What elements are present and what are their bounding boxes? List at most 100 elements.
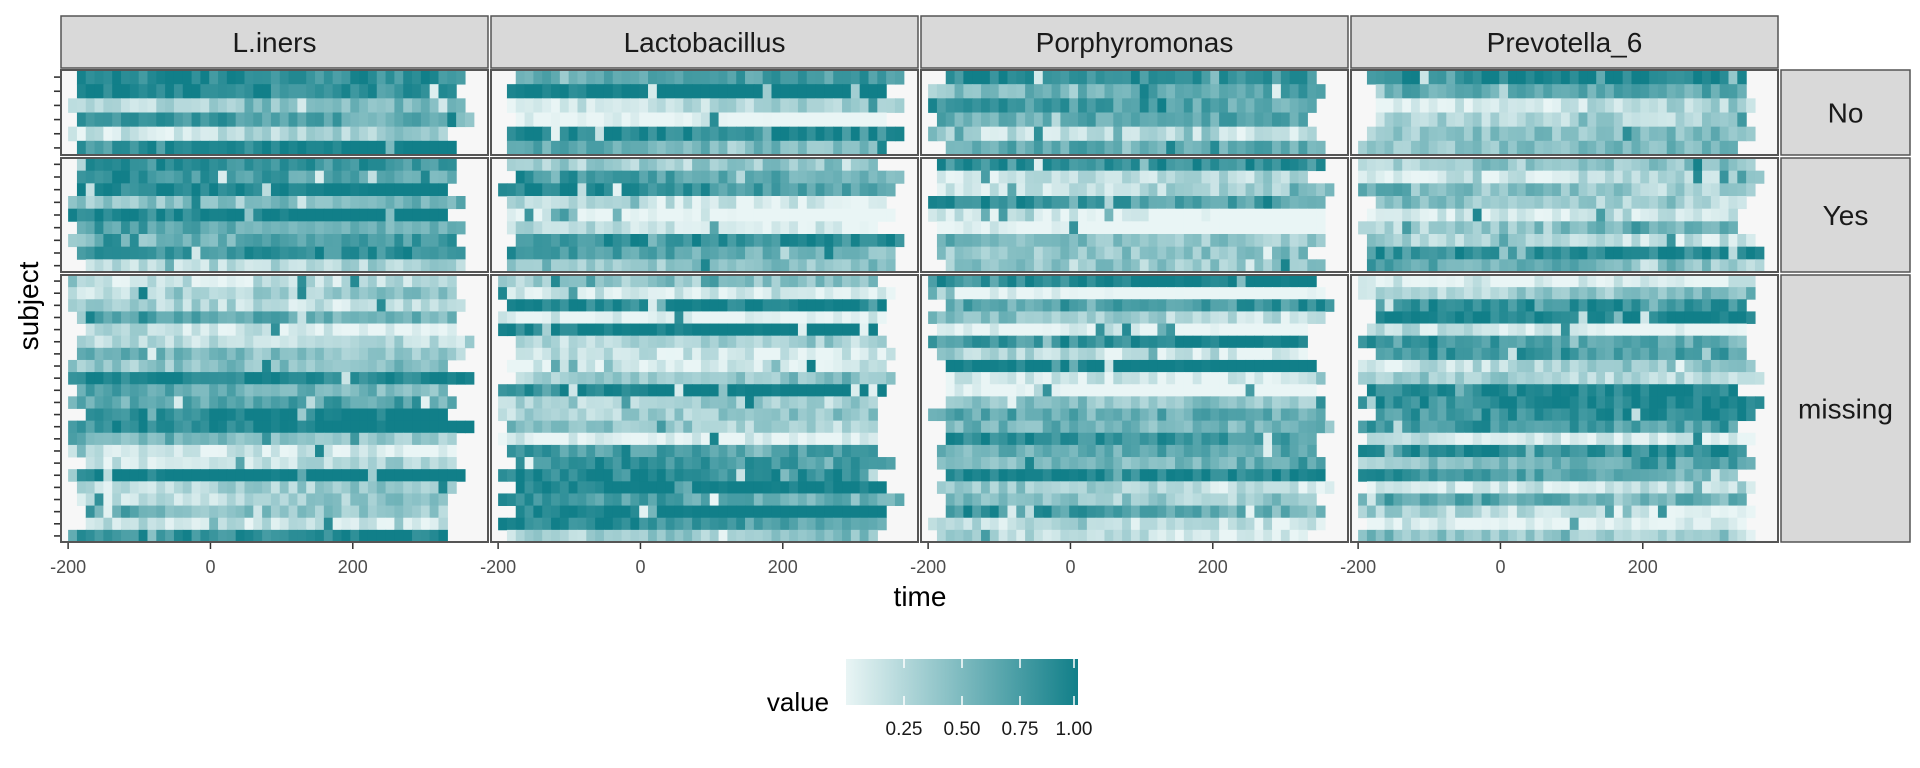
- heat-cell: [1649, 259, 1659, 273]
- heat-cell: [700, 469, 711, 482]
- heat-cell: [736, 517, 746, 531]
- heat-cell: [279, 299, 290, 312]
- heat-cell: [506, 420, 517, 434]
- heat-cell: [1289, 158, 1300, 172]
- heat-cell: [1016, 183, 1026, 197]
- heat-cell: [1578, 98, 1588, 113]
- heat-cell: [385, 98, 395, 113]
- heat-cell: [218, 529, 228, 543]
- heat-cell: [842, 432, 852, 446]
- heat-cell: [1183, 158, 1194, 172]
- heat-cell: [103, 457, 113, 470]
- heat-cell: [1728, 158, 1738, 172]
- heat-cell: [420, 505, 431, 519]
- heat-cell: [648, 323, 658, 337]
- heat-cell: [1201, 158, 1211, 172]
- panel-border: [60, 69, 489, 156]
- heat-cell: [595, 432, 605, 446]
- heat-cell: [1272, 275, 1282, 288]
- heat-cell: [1245, 275, 1255, 288]
- heat-cell: [1307, 275, 1317, 288]
- heat-cell: [780, 158, 790, 172]
- heat-cell: [542, 126, 552, 142]
- heat-cell: [771, 347, 781, 361]
- heat-cell: [121, 84, 131, 99]
- heat-cell: [1139, 299, 1150, 312]
- heat-cell: [1622, 84, 1633, 99]
- heat-cell: [542, 529, 552, 543]
- heat-cell: [954, 259, 964, 273]
- heat-cell: [928, 196, 938, 210]
- heat-cell: [1051, 183, 1061, 197]
- heat-cell: [244, 98, 254, 113]
- heat-cell: [420, 493, 431, 506]
- heat-cell: [297, 70, 307, 85]
- heat-cell: [332, 170, 343, 184]
- heat-cell: [833, 469, 843, 482]
- heat-cell: [288, 323, 298, 337]
- heat-cell: [1166, 335, 1176, 349]
- heat-cell: [1033, 98, 1044, 113]
- heat-cell: [745, 208, 755, 222]
- heat-cell: [612, 396, 623, 409]
- heat-cell: [1183, 208, 1194, 222]
- heat-cell: [1272, 311, 1282, 324]
- heat-cell: [147, 444, 157, 458]
- heat-cell: [1516, 221, 1527, 235]
- heat-cell: [656, 196, 667, 210]
- heat-cell: [332, 84, 343, 99]
- heat-cell: [1316, 259, 1326, 273]
- heat-cell: [76, 98, 87, 113]
- heat-cell: [771, 158, 781, 172]
- heat-cell: [1192, 234, 1203, 248]
- heat-cell: [350, 372, 360, 385]
- heat-cell: [270, 517, 281, 531]
- heat-cell: [533, 481, 543, 494]
- heat-cell: [683, 529, 693, 543]
- heat-cell: [218, 311, 228, 324]
- heat-cell: [945, 234, 956, 248]
- heat-cell: [886, 287, 896, 300]
- heat-cell: [797, 517, 808, 531]
- heat-cell: [1446, 84, 1456, 99]
- heat-cell: [1280, 259, 1291, 273]
- heat-cell: [736, 170, 746, 184]
- heat-cell: [551, 335, 561, 349]
- heat-cell: [692, 158, 702, 172]
- heat-cell: [806, 234, 817, 248]
- heat-cell: [1375, 170, 1386, 184]
- heat-cell: [1375, 259, 1386, 273]
- heat-cell: [612, 335, 623, 349]
- heat-cell: [789, 98, 799, 113]
- heat-cell: [683, 517, 693, 531]
- heat-cell: [1437, 98, 1447, 113]
- heat-cell: [1016, 311, 1026, 324]
- heat-cell: [1060, 158, 1070, 172]
- heat-cell: [420, 372, 431, 385]
- heat-cell: [1578, 246, 1588, 260]
- heat-cell: [1316, 84, 1326, 99]
- heat-cell: [612, 457, 623, 470]
- heat-cell: [1666, 112, 1677, 128]
- heat-cell: [218, 140, 228, 156]
- heat-cell: [639, 481, 649, 494]
- heat-cell: [112, 384, 122, 397]
- heat-cell: [270, 457, 281, 470]
- heat-cell: [945, 183, 956, 197]
- heat-cell: [586, 493, 596, 506]
- heat-cell: [323, 170, 334, 184]
- heat-cell: [191, 234, 201, 248]
- heat-cell: [595, 335, 605, 349]
- heat-cell: [577, 432, 587, 446]
- heat-cell: [630, 323, 640, 337]
- heat-cell: [806, 505, 817, 519]
- heat-cell: [1702, 234, 1712, 248]
- heat-cell: [972, 347, 982, 361]
- heat-cell: [147, 259, 157, 273]
- heat-cell: [1104, 70, 1114, 85]
- heat-cell: [262, 221, 272, 235]
- heat-cell: [577, 372, 587, 385]
- heat-cell: [270, 384, 281, 397]
- heat-cell: [868, 287, 878, 300]
- heat-cell: [815, 112, 825, 128]
